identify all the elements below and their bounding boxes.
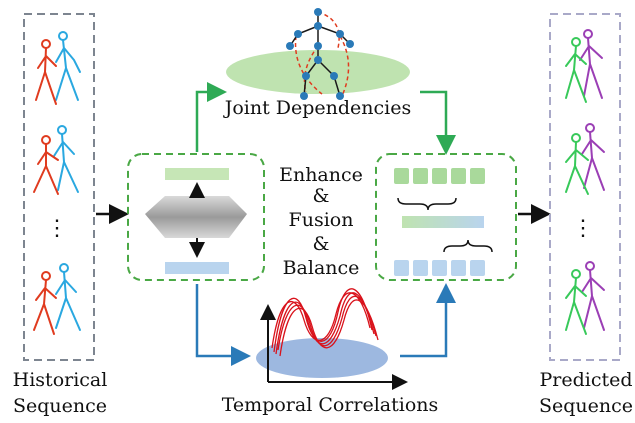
- encoder-dashed-border: [127, 153, 265, 281]
- green-arrow-down: [420, 90, 456, 155]
- historical-ellipsis: ⋮: [46, 216, 68, 241]
- green-arrow-up: [195, 82, 227, 152]
- joint-platform: [226, 50, 410, 94]
- historical-skeleton-2: [33, 125, 79, 195]
- fusion-top-brace: [397, 197, 457, 211]
- historical-sequence-panel: ⋮: [23, 13, 95, 361]
- center-line-fusion: Fusion: [289, 209, 354, 231]
- center-line-amp2: &: [313, 233, 330, 255]
- joint-dependencies-label: Joint Dependencies: [223, 97, 412, 119]
- predicted-skeleton-1: [565, 29, 603, 103]
- joint-dependencies: [226, 8, 410, 100]
- temporal-correlations-label: Temporal Correlations: [222, 394, 439, 416]
- blue-arrow-up: [400, 283, 456, 358]
- encoder-spatial-feature: [165, 168, 229, 180]
- historical-label-line1: Historical: [13, 369, 108, 391]
- fusion-joint-tokens: [394, 168, 485, 184]
- fusion-block: [375, 153, 517, 281]
- historical-label-line2: Sequence: [13, 395, 107, 417]
- fusion-bottom-brace: [443, 239, 493, 253]
- encoder-block: [127, 153, 265, 281]
- joint-graph-skeleton: [286, 8, 354, 100]
- temporal-curves: [271, 288, 379, 357]
- encoder-temporal-feature: [165, 262, 229, 274]
- blue-arrow-down: [195, 284, 251, 366]
- fusion-temporal-tokens: [394, 260, 485, 276]
- center-line-balance: Balance: [283, 257, 360, 279]
- temporal-correlations: [256, 288, 408, 390]
- predicted-skeleton-2: [565, 123, 605, 195]
- historical-skeleton-3: [33, 263, 81, 335]
- center-line-enhance: Enhance: [279, 164, 363, 186]
- predicted-sequence-panel: ⋮: [549, 13, 621, 361]
- encoder-shape: [145, 196, 247, 238]
- center-text: Enhance & Fusion & Balance: [279, 164, 363, 279]
- fusion-dashed-border: [375, 153, 517, 281]
- predicted-label-line2: Sequence: [539, 395, 633, 417]
- temporal-platform: [256, 338, 388, 378]
- fusion-combined-feature: [402, 216, 484, 228]
- historical-skeleton-1: [35, 31, 81, 105]
- center-line-amp1: &: [313, 185, 330, 207]
- predicted-ellipsis: ⋮: [572, 216, 594, 241]
- predicted-label-line1: Predicted: [539, 369, 632, 391]
- predicted-skeleton-3: [565, 261, 605, 335]
